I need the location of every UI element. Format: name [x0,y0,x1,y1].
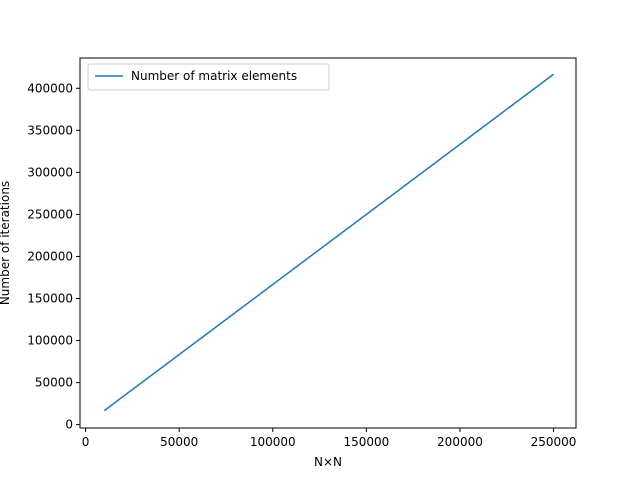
x-tick-label: 200000 [437,435,483,449]
axes-frame [79,57,577,429]
y-tick-label: 150000 [27,292,73,306]
y-tick-label: 350000 [27,123,73,137]
legend-box [87,63,330,91]
y-axis-label: Number of iterations [0,181,12,305]
x-axis-label: N×N [314,455,342,469]
series-layer [103,73,554,412]
y-tick-label: 0 [65,418,73,432]
legend: Number of matrix elements [87,63,330,91]
x-tick-label: 250000 [531,435,577,449]
series-line [103,73,554,412]
y-axis-ticks: 0 50000 100000 150000 200000 250000 300000 3500… [27,81,80,432]
y-tick-label: 50000 [35,376,73,390]
x-tick-label: 100000 [250,435,296,449]
x-tick-label: 150000 [343,435,389,449]
x-tick-label: 50000 [160,435,198,449]
y-tick-label: 200000 [27,249,73,263]
y-tick-label: 250000 [27,207,73,221]
y-tick-label: 100000 [27,334,73,348]
y-tick-label: 300000 [27,165,73,179]
legend-label: Number of matrix elements [131,69,297,83]
x-axis-ticks: 0 50000 100000 150000 200000 250000 [82,428,577,449]
y-tick-label: 400000 [27,81,73,95]
x-tick-label: 0 [82,435,90,449]
